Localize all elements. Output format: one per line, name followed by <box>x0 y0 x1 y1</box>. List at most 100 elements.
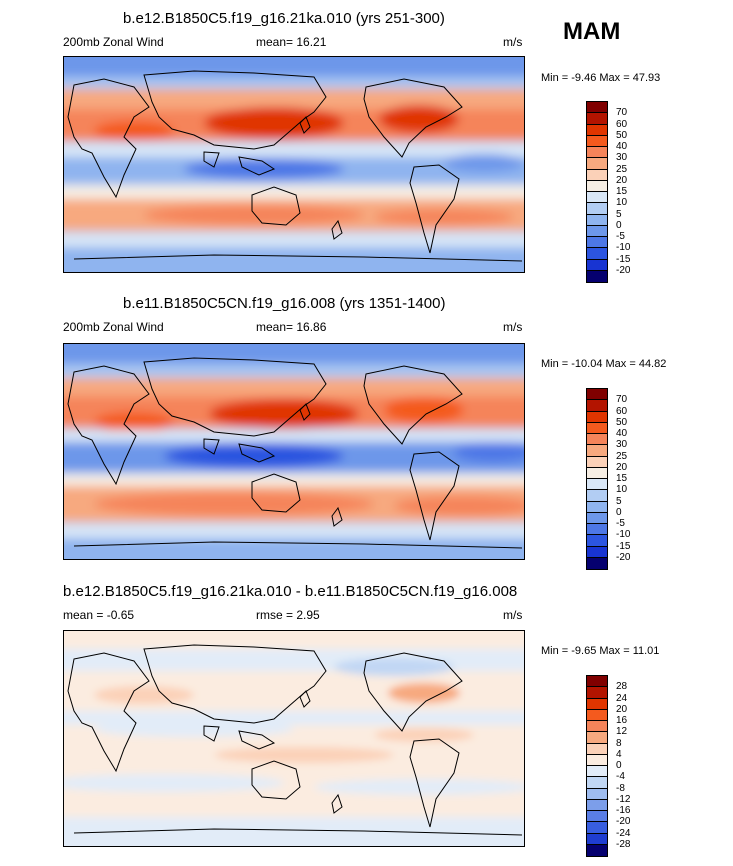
labelbar-swatch <box>587 147 607 159</box>
labelbar-swatch <box>587 687 607 699</box>
labelbar-tick-label: 15 <box>616 473 628 484</box>
labelbar-swatch <box>587 456 607 468</box>
labelbar-swatch <box>587 490 607 502</box>
labelbar-tick-label: -20 <box>616 265 631 276</box>
labelbar-swatch <box>587 501 607 513</box>
labelbar-tick-label: 60 <box>616 406 628 417</box>
labelbar-swatch <box>587 113 607 125</box>
labelbar-tick-label: 15 <box>616 186 628 197</box>
labelbar-swatch <box>587 192 607 204</box>
labelbar-swatch <box>587 479 607 491</box>
season-label: MAM <box>563 18 621 45</box>
labelbar-swatch <box>587 203 607 215</box>
labelbar-swatch <box>587 743 607 755</box>
labelbar-tick-label: -24 <box>616 828 631 839</box>
labelbar-swatch <box>587 124 607 136</box>
labelbar-tick-label: 16 <box>616 715 628 726</box>
panel-3-rmse-label: rmse = 2.95 <box>256 608 320 622</box>
panel-3-title: b.e12.B1850C5.f19_g16.21ka.010 - b.e11.B… <box>63 583 518 600</box>
labelbar-swatch <box>587 766 607 778</box>
labelbar-tick-label: 0 <box>616 760 622 771</box>
labelbar-swatch <box>587 754 607 766</box>
panel-2-variable-label: 200mb Zonal Wind <box>63 320 164 334</box>
labelbar-tick-label: -20 <box>616 816 631 827</box>
labelbar-tick-label: 20 <box>616 704 628 715</box>
labelbar-swatch <box>587 732 607 744</box>
labelbar-swatch <box>587 799 607 811</box>
labelbar-tick-label: 25 <box>616 451 628 462</box>
labelbar-tick-label: 5 <box>616 209 622 220</box>
labelbar-swatch <box>587 512 607 524</box>
panel-1-labelbar <box>586 101 608 283</box>
labelbar-tick-label: 10 <box>616 484 628 495</box>
labelbar-swatch <box>587 788 607 800</box>
labelbar-swatch <box>587 248 607 260</box>
panel-1-units-label: m/s <box>503 35 523 49</box>
labelbar-swatch <box>587 259 607 271</box>
labelbar-swatch <box>587 557 607 569</box>
labelbar-swatch <box>587 833 607 845</box>
labelbar-swatch <box>587 467 607 479</box>
labelbar-swatch <box>587 777 607 789</box>
labelbar-tick-label: -16 <box>616 805 631 816</box>
labelbar-swatch <box>587 844 607 856</box>
labelbar-tick-label: -10 <box>616 242 631 253</box>
panel-2-labelbar <box>586 388 608 570</box>
panel-3-units-label: m/s <box>503 608 523 622</box>
labelbar-swatch <box>587 535 607 547</box>
labelbar-tick-label: 12 <box>616 726 628 737</box>
labelbar-swatch <box>587 721 607 733</box>
labelbar-swatch <box>587 422 607 434</box>
labelbar-tick-label: 30 <box>616 152 628 163</box>
labelbar-tick-label: 40 <box>616 428 628 439</box>
labelbar-tick-label: 0 <box>616 220 622 231</box>
labelbar-tick-label: 40 <box>616 141 628 152</box>
labelbar-tick-label: 8 <box>616 738 622 749</box>
labelbar-swatch <box>587 445 607 457</box>
labelbar-tick-label: -20 <box>616 552 631 563</box>
labelbar-tick-label: -5 <box>616 518 625 529</box>
labelbar-swatch <box>587 434 607 446</box>
labelbar-tick-label: 30 <box>616 439 628 450</box>
labelbar-tick-label: -5 <box>616 231 625 242</box>
labelbar-swatch <box>587 546 607 558</box>
labelbar-swatch <box>587 411 607 423</box>
panel-3-minmax-label: Min = -9.65 Max = 11.01 <box>541 645 660 657</box>
labelbar-tick-label: 70 <box>616 394 628 405</box>
labelbar-tick-label: 25 <box>616 164 628 175</box>
panel-1-title: b.e12.B1850C5.f19_g16.21ka.010 (yrs 251-… <box>123 10 445 27</box>
labelbar-tick-label: -15 <box>616 254 631 265</box>
labelbar-tick-label: 5 <box>616 496 622 507</box>
panel-1-map <box>63 56 525 273</box>
labelbar-swatch <box>587 158 607 170</box>
panel-2-units-label: m/s <box>503 320 523 334</box>
labelbar-tick-label: 50 <box>616 130 628 141</box>
labelbar-swatch <box>587 169 607 181</box>
labelbar-tick-label: 4 <box>616 749 622 760</box>
labelbar-swatch <box>587 214 607 226</box>
labelbar-swatch <box>587 811 607 823</box>
labelbar-tick-label: 24 <box>616 693 628 704</box>
labelbar-tick-label: 28 <box>616 681 628 692</box>
panel-3-map <box>63 630 525 847</box>
labelbar-tick-label: -15 <box>616 541 631 552</box>
labelbar-swatch <box>587 400 607 412</box>
labelbar-swatch <box>587 225 607 237</box>
labelbar-swatch <box>587 698 607 710</box>
labelbar-swatch <box>587 822 607 834</box>
labelbar-swatch <box>587 270 607 282</box>
labelbar-tick-label: 50 <box>616 417 628 428</box>
panel-2-mean-label: mean= 16.86 <box>256 320 327 334</box>
labelbar-swatch <box>587 389 607 401</box>
panel-1-mean-label: mean= 16.21 <box>256 35 327 49</box>
labelbar-tick-label: 10 <box>616 197 628 208</box>
labelbar-swatch <box>587 180 607 192</box>
labelbar-tick-label: 20 <box>616 462 628 473</box>
labelbar-tick-label: 0 <box>616 507 622 518</box>
panel-2-map <box>63 343 525 560</box>
labelbar-swatch <box>587 676 607 688</box>
labelbar-swatch <box>587 237 607 249</box>
labelbar-tick-label: -12 <box>616 794 631 805</box>
labelbar-tick-label: -4 <box>616 771 625 782</box>
labelbar-tick-label: 60 <box>616 119 628 130</box>
